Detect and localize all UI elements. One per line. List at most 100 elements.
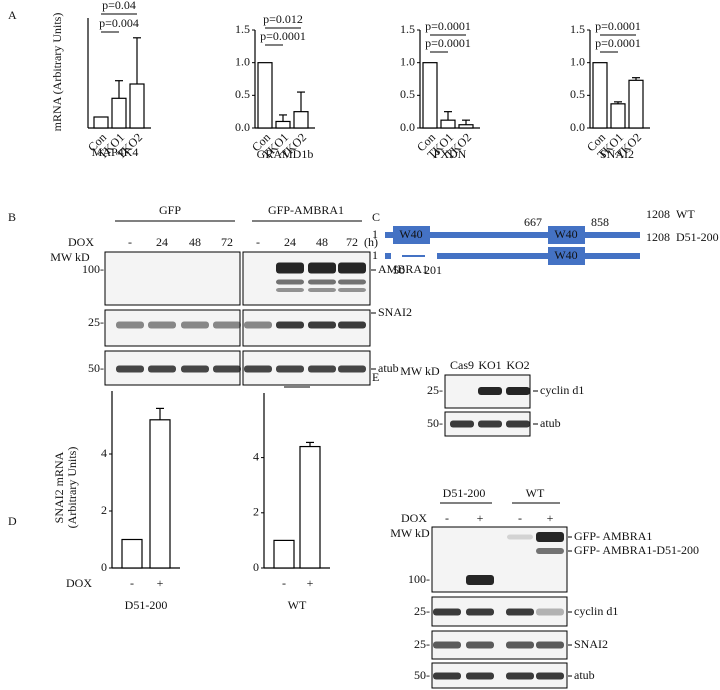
x-tick-label: +: [157, 576, 164, 590]
label: 201: [424, 263, 442, 277]
blot-band: [536, 608, 564, 616]
label: GFP- AMBRA1-D51-200: [574, 543, 699, 557]
label: -: [445, 511, 449, 525]
blot-band: [536, 672, 564, 680]
blot-band: [308, 288, 336, 292]
domain-label: W40: [554, 227, 577, 241]
label: 48: [189, 235, 201, 249]
p-value: p=0.04: [102, 0, 136, 12]
blot-band: [116, 321, 144, 329]
label: 24: [284, 235, 296, 249]
blot-band: [466, 608, 494, 616]
label: AMBRA1: [378, 262, 428, 276]
label: D51-200: [443, 486, 486, 500]
blot-band: [466, 672, 494, 680]
y-tick-label: 1.5: [400, 22, 415, 36]
y-tick-label: 0: [253, 560, 259, 574]
blot-band: [148, 365, 176, 373]
label: +: [477, 511, 484, 525]
label: 25-: [414, 637, 430, 651]
label: GFP- AMBRA1: [574, 529, 652, 543]
label: MW kD: [50, 250, 90, 264]
blot-band: [450, 420, 474, 428]
domain-label: W40: [399, 227, 422, 241]
bar: [458, 124, 474, 129]
domain-label: W40: [554, 248, 577, 262]
y-axis-label: mRNA (Arbitrary Units): [50, 13, 64, 132]
y-tick-label: 1.5: [235, 22, 250, 36]
bar: [440, 119, 456, 129]
blot-band: [276, 365, 304, 373]
blot-band: [308, 262, 336, 274]
label: KO2: [506, 358, 529, 372]
label: 1208: [646, 207, 670, 221]
chart-title: GRAMD1b: [257, 147, 314, 161]
x-tick-label: -: [130, 576, 134, 590]
bar: [121, 538, 143, 569]
label: WT: [676, 207, 695, 221]
bar: [273, 539, 295, 569]
blot-band: [308, 321, 336, 329]
blot-band: [478, 387, 502, 395]
blot-band: [506, 641, 534, 649]
y-tick-label: 0.0: [570, 120, 585, 134]
chart-title: WT: [288, 598, 307, 612]
blot-band: [308, 365, 336, 373]
y-axis-label: SNAI2 mRNA: [52, 451, 66, 523]
y-tick-label: 0.0: [400, 120, 415, 134]
label: atub: [540, 416, 561, 430]
blot-band: [338, 279, 366, 285]
y-tick-label: 0.5: [400, 87, 415, 101]
label: DOX: [401, 511, 427, 525]
x-tick-label: +: [307, 576, 314, 590]
panel-letter: D: [8, 514, 17, 528]
label: SNAI2: [574, 637, 608, 651]
y-tick-label: 0.5: [235, 87, 250, 101]
bar: [275, 120, 291, 129]
label: 858: [591, 215, 609, 229]
label: 72: [346, 235, 358, 249]
label: atub: [378, 361, 399, 375]
y-tick-label: 2: [101, 503, 107, 517]
group-label: DOX: [66, 576, 92, 590]
blot-band: [148, 321, 176, 329]
y-tick-label: 1.0: [235, 54, 250, 68]
label: Cas9: [450, 358, 474, 372]
chart-title: SNAI2: [600, 147, 634, 161]
label: (h): [364, 235, 378, 249]
label: 1: [372, 248, 378, 262]
chart-title: MAP4K4: [92, 145, 139, 159]
blot-band: [506, 420, 530, 428]
label: atub: [574, 668, 595, 682]
y-tick-label: 1.0: [400, 54, 415, 68]
blot-band: [244, 321, 272, 329]
label: MW kD: [400, 364, 440, 378]
label: 50-: [88, 361, 104, 375]
y-tick-label: 4: [101, 446, 107, 460]
domain-box: [393, 226, 430, 244]
label: -: [518, 511, 522, 525]
y-tick-label: 0.0: [235, 120, 250, 134]
label: cyclin d1: [574, 604, 618, 618]
blot-band: [536, 532, 564, 542]
label: 667: [524, 215, 542, 229]
label: 50-: [427, 416, 443, 430]
label: KO1: [478, 358, 501, 372]
blot-band: [478, 420, 502, 428]
label: 100-: [408, 572, 430, 586]
blot-band: [506, 672, 534, 680]
blot-band: [506, 387, 530, 395]
label: 100-: [82, 262, 104, 276]
blot-panel: [242, 251, 371, 306]
label: 25-: [88, 315, 104, 329]
bar: [628, 79, 644, 129]
label: cyclin d1: [540, 383, 584, 397]
blot-band: [244, 365, 272, 373]
y-tick-label: 0.5: [570, 87, 585, 101]
blot-band: [181, 321, 209, 329]
blot-band: [276, 262, 304, 274]
y-axis-label: (Arbitrary Units): [65, 447, 79, 529]
blot-band: [181, 365, 209, 373]
